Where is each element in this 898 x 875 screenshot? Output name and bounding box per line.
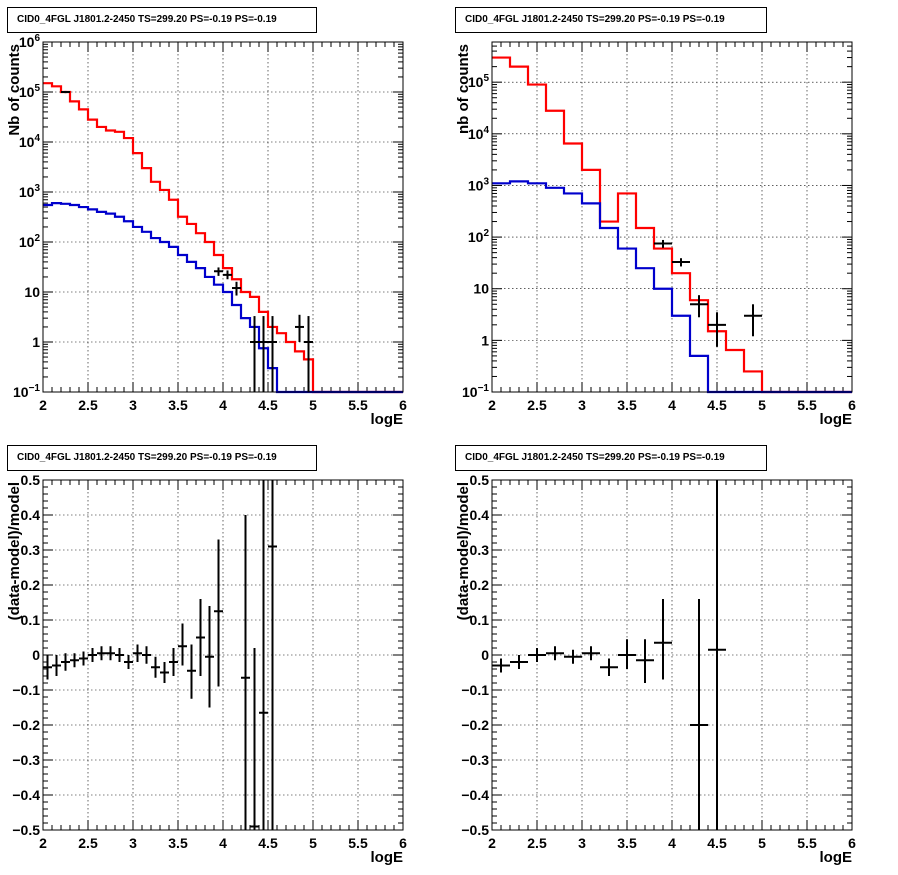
x-axis-label: logE <box>820 849 853 866</box>
panel-bottom-left: 2 2.5 3 3.5 4 4.5 5 5.5 6 −0.5 −0.4 −0.3 −0.2 −0.1 0 0.… <box>6 472 407 866</box>
x-tick-label: 2 <box>39 835 47 851</box>
y-tick-label: 104 <box>468 125 490 142</box>
y-tick-label: −0.2 <box>461 717 489 733</box>
x-tick-label: 2.5 <box>78 397 98 413</box>
x-tick-label: 5.5 <box>797 397 817 413</box>
x-tick-label: 2.5 <box>527 835 547 851</box>
y-tick-label: 0.3 <box>21 542 41 558</box>
x-axis-label: logE <box>371 411 404 428</box>
x-tick-label: 3.5 <box>168 397 188 413</box>
y-tick-label: −0.2 <box>12 717 40 733</box>
x-tick-label: 3 <box>129 397 137 413</box>
y-tick-label: −0.4 <box>461 787 489 803</box>
y-tick-label: 10 <box>473 281 489 297</box>
y-tick-label: 105 <box>468 73 490 90</box>
x-tick-label: 5 <box>309 835 317 851</box>
histogram-series-1 <box>43 82 403 394</box>
x-tick-label: 4.5 <box>258 835 278 851</box>
x-tick-label: 5.5 <box>348 397 368 413</box>
panel-title-bottom-right: CID0_4FGL J1801.2-2450 TS=299.20 PS=-0.1… <box>455 445 767 471</box>
panel-title-top-left: CID0_4FGL J1801.2-2450 TS=299.20 PS=-0.1… <box>7 7 317 33</box>
x-tick-label: 5 <box>758 835 766 851</box>
x-tick-label: 3 <box>578 835 586 851</box>
x-tick-label: 4 <box>219 835 227 851</box>
y-tick-label: −0.1 <box>12 682 40 698</box>
y-tick-label: 10 <box>24 284 40 300</box>
y-tick-label: 0.1 <box>21 612 41 628</box>
x-tick-label: 5.5 <box>348 835 368 851</box>
plot-frame <box>491 479 853 831</box>
y-tick-label: 0 <box>481 647 489 663</box>
x-tick-label: 4 <box>668 397 676 413</box>
x-tick-label: 5.5 <box>797 835 817 851</box>
x-tick-label: 2.5 <box>527 397 547 413</box>
y-tick-label: 0 <box>32 647 40 663</box>
x-tick-label: 4 <box>219 397 227 413</box>
y-tick-label: 0.3 <box>470 542 490 558</box>
x-tick-label: 2 <box>488 397 496 413</box>
y-tick-label: −0.4 <box>12 787 40 803</box>
y-tick-label: 0.4 <box>21 507 41 523</box>
y-axis-label: (data-model)/model <box>6 482 23 620</box>
panel-top-left: 2 2.5 3 3.5 4 4.5 5 5.5 6 10−1 1 10 102 103 104 105 106 l… <box>6 33 407 428</box>
y-tick-label: 0.2 <box>21 577 41 593</box>
y-tick-label: 104 <box>19 133 41 150</box>
y-axis-label: nb of counts <box>455 44 472 134</box>
panel-bottom-right: 2 2.5 3 3.5 4 4.5 5 5.5 6 −0.5 −0.4 −0.3 −0.2 −0.1 0 0.… <box>455 472 856 866</box>
y-tick-label: 0.5 <box>21 472 41 488</box>
x-tick-label: 4.5 <box>707 397 727 413</box>
y-axis-label: Nb of counts <box>6 44 23 136</box>
x-tick-label: 4.5 <box>707 835 727 851</box>
y-tick-label: 1 <box>32 334 40 350</box>
x-axis-label: logE <box>371 849 404 866</box>
panel-title-bottom-left: CID0_4FGL J1801.2-2450 TS=299.20 PS=-0.1… <box>7 445 317 471</box>
y-tick-label: 102 <box>468 228 490 245</box>
x-tick-label: 2.5 <box>78 835 98 851</box>
x-tick-label: 6 <box>848 397 856 413</box>
y-tick-label: 0.2 <box>470 577 490 593</box>
y-tick-label: 103 <box>19 183 41 200</box>
histogram-series-1 <box>492 56 852 394</box>
panel-top-right: 2 2.5 3 3.5 4 4.5 5 5.5 6 10−1 1 10 102 103 104 105 logE… <box>455 41 856 428</box>
x-tick-label: 3.5 <box>168 835 188 851</box>
y-tick-label: −0.3 <box>12 752 40 768</box>
panel-title-top-right: CID0_4FGL J1801.2-2450 TS=299.20 PS=-0.1… <box>455 7 767 33</box>
y-tick-label: 0.1 <box>470 612 490 628</box>
y-tick-label: 103 <box>468 176 490 193</box>
x-tick-label: 6 <box>848 835 856 851</box>
y-tick-label: −0.1 <box>461 682 489 698</box>
plot-frame <box>42 41 404 393</box>
x-tick-label: 4.5 <box>258 397 278 413</box>
y-tick-label: 1 <box>481 332 489 348</box>
y-tick-label: −0.5 <box>461 822 489 838</box>
y-tick-label: 0.5 <box>470 472 490 488</box>
y-tick-label: −0.3 <box>461 752 489 768</box>
x-tick-label: 2 <box>39 397 47 413</box>
x-tick-label: 6 <box>399 835 407 851</box>
y-tick-label: −0.5 <box>12 822 40 838</box>
x-tick-label: 6 <box>399 397 407 413</box>
x-tick-label: 3.5 <box>617 397 637 413</box>
y-tick-label: 10−1 <box>13 383 40 400</box>
x-tick-label: 2 <box>488 835 496 851</box>
x-tick-label: 3 <box>578 397 586 413</box>
x-tick-label: 3 <box>129 835 137 851</box>
y-axis-label: (data-model)/model <box>455 482 472 620</box>
x-tick-label: 5 <box>758 397 766 413</box>
x-tick-label: 4 <box>668 835 676 851</box>
y-tick-label: 105 <box>19 83 41 100</box>
y-tick-label: 106 <box>19 33 41 50</box>
plot-frame <box>42 479 404 831</box>
x-tick-label: 5 <box>309 397 317 413</box>
x-axis-label: logE <box>820 411 853 428</box>
y-tick-label: 0.4 <box>470 507 490 523</box>
x-tick-label: 3.5 <box>617 835 637 851</box>
y-tick-label: 102 <box>19 233 41 250</box>
y-tick-label: 10−1 <box>462 383 489 400</box>
plot-frame <box>491 41 853 393</box>
